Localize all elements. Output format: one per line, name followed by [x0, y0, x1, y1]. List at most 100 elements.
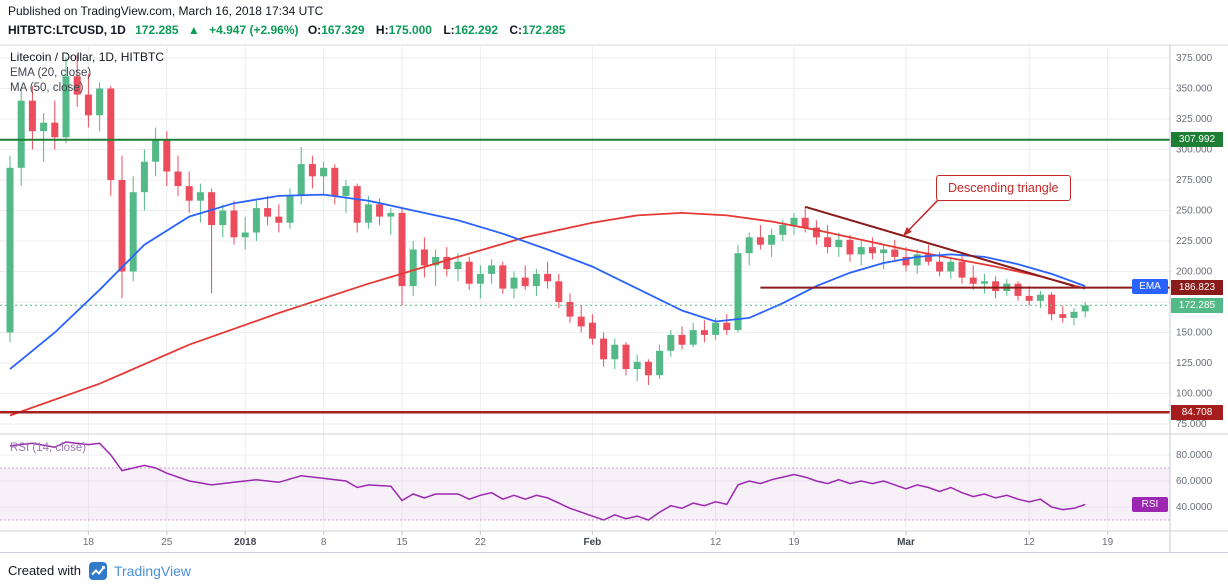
candle: [488, 259, 496, 284]
candle: [880, 244, 888, 270]
svg-text:2018: 2018: [234, 537, 257, 548]
candle: [40, 112, 48, 162]
price-axis-badge: 307.992: [1171, 132, 1223, 148]
price-axis-labels: 375.000 350.000 325.000 300.000 275.000 250.0…: [1176, 53, 1213, 513]
time-axis[interactable]: [0, 531, 1170, 553]
candle: [868, 237, 876, 260]
candle: [980, 273, 988, 294]
candle: [689, 322, 697, 348]
svg-text:250.000: 250.000: [1176, 206, 1213, 217]
candle: [73, 54, 81, 107]
candle: [835, 232, 843, 257]
annotation-arrow: [903, 199, 939, 236]
candle: [84, 73, 92, 128]
candle: [958, 253, 966, 284]
svg-text:25: 25: [161, 537, 173, 548]
candle: [947, 256, 955, 279]
candle: [275, 204, 283, 233]
candle: [185, 171, 193, 213]
candle: [320, 161, 328, 196]
svg-text:80.0000: 80.0000: [1176, 450, 1213, 461]
candle: [286, 188, 294, 229]
grid-layer: [0, 45, 1170, 531]
candles-layer: [6, 54, 1089, 385]
candle: [633, 354, 641, 382]
candle: [1014, 281, 1022, 301]
candle: [857, 241, 865, 266]
candle: [700, 320, 708, 343]
candle: [140, 149, 148, 211]
candle: [219, 204, 227, 238]
svg-text:40.0000: 40.0000: [1176, 502, 1213, 513]
candle: [656, 344, 664, 379]
candle: [588, 314, 596, 345]
time-axis-labels: 18 25 2018 8 15 22 Feb 12 19 Mar 12 19: [83, 531, 1114, 548]
candle: [398, 208, 406, 306]
candle: [420, 237, 428, 278]
annotation-descending-triangle[interactable]: Descending triangle: [936, 175, 1071, 201]
rsi-band: [0, 467, 1170, 521]
ohlc-open: O:167.329: [307, 23, 365, 37]
candle: [611, 338, 619, 370]
candle: [1081, 302, 1089, 318]
svg-text:15: 15: [396, 537, 408, 548]
candle: [454, 253, 462, 282]
ma50-line: [9, 211, 1086, 417]
svg-text:18: 18: [83, 537, 95, 548]
chart-canvas[interactable]: 375.000 350.000 325.000 300.000 275.000 250.0…: [0, 42, 1228, 553]
svg-text:12: 12: [710, 537, 722, 548]
ohlc-close: C:172.285: [509, 23, 566, 37]
change-arrow-icon: ▲: [187, 23, 200, 37]
candle: [476, 265, 484, 299]
candle: [6, 155, 14, 343]
candle: [891, 239, 899, 262]
footer-bar: Created with TradingView: [0, 553, 1228, 588]
svg-text:60.0000: 60.0000: [1176, 476, 1213, 487]
candle: [152, 127, 160, 177]
svg-text:200.000: 200.000: [1176, 267, 1213, 278]
footer-tradingview-link[interactable]: TradingView: [113, 562, 192, 579]
candle: [308, 155, 316, 189]
candle: [1048, 292, 1056, 321]
last-price-value: 172.285: [135, 23, 179, 37]
candle: [544, 261, 552, 289]
candle: [241, 216, 249, 250]
symbol-ohlc-bar: HITBTC:LTCUSD, 1D 172.285 ▲ +4.947 (+2.9…: [0, 20, 1228, 40]
symbol-name: HITBTC:LTCUSD, 1D: [8, 23, 126, 37]
svg-text:22: 22: [475, 537, 487, 548]
candle: [387, 208, 395, 235]
candle: [331, 164, 339, 205]
price-axis-badge: 186.823: [1171, 280, 1223, 296]
svg-text:8: 8: [321, 537, 327, 548]
footer-created-with: Created with: [8, 563, 81, 578]
candle: [1059, 305, 1067, 323]
candle: [723, 314, 731, 335]
candle: [432, 249, 440, 287]
svg-text:75.000: 75.000: [1176, 419, 1207, 430]
candle: [678, 326, 686, 350]
ema-axis-badge: EMA: [1132, 278, 1168, 294]
candle: [745, 232, 753, 266]
published-line: Published on TradingView.com, March 16, …: [8, 4, 324, 18]
svg-text:225.000: 225.000: [1176, 236, 1213, 247]
ema20-line: [9, 193, 1086, 370]
ohlc-low: L:162.292: [443, 23, 499, 37]
candle: [252, 200, 260, 241]
candle: [208, 188, 216, 294]
svg-text:Feb: Feb: [584, 537, 602, 548]
candle: [667, 330, 675, 357]
candle: [499, 261, 507, 294]
candle: [51, 100, 59, 150]
candle: [196, 183, 204, 223]
candle: [521, 265, 529, 290]
candle: [409, 241, 417, 296]
svg-text:150.000: 150.000: [1176, 328, 1213, 339]
candle: [768, 228, 776, 257]
last-price-badge: 172.285: [1171, 297, 1223, 313]
candle: [1070, 308, 1078, 326]
candle: [734, 244, 742, 333]
svg-text:325.000: 325.000: [1176, 114, 1213, 125]
candle: [62, 58, 70, 144]
svg-text:125.000: 125.000: [1176, 358, 1213, 369]
descending-trendline[interactable]: [804, 205, 1075, 288]
